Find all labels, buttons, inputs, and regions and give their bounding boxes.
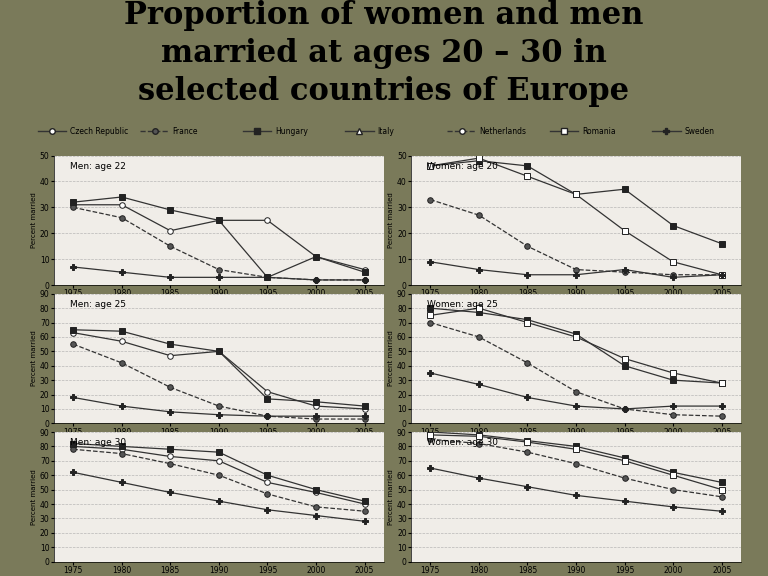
Text: Men: age 22: Men: age 22 <box>71 162 126 171</box>
Text: Men: age 30: Men: age 30 <box>71 438 127 448</box>
Text: Czech Republic: Czech Republic <box>70 127 128 135</box>
Text: Proportion of women and men
married at ages 20 – 30 in
selected countries of Eur: Proportion of women and men married at a… <box>124 0 644 107</box>
Y-axis label: Percent married: Percent married <box>388 469 394 525</box>
Text: Romania: Romania <box>582 127 615 135</box>
Text: Netherlands: Netherlands <box>479 127 527 135</box>
Y-axis label: Percent married: Percent married <box>388 192 394 248</box>
Text: Hungary: Hungary <box>275 127 308 135</box>
Text: Italy: Italy <box>377 127 394 135</box>
Text: Sweden: Sweden <box>684 127 714 135</box>
Text: Men: age 25: Men: age 25 <box>71 300 126 309</box>
Text: France: France <box>172 127 198 135</box>
Y-axis label: Percent married: Percent married <box>31 469 37 525</box>
Text: Women: age 20: Women: age 20 <box>427 162 498 171</box>
Y-axis label: Percent married: Percent married <box>388 331 394 386</box>
Y-axis label: Percent married: Percent married <box>31 331 37 386</box>
Y-axis label: Percent married: Percent married <box>31 192 37 248</box>
Text: Women: age 25: Women: age 25 <box>427 300 498 309</box>
Text: Women: age 30: Women: age 30 <box>427 438 498 448</box>
